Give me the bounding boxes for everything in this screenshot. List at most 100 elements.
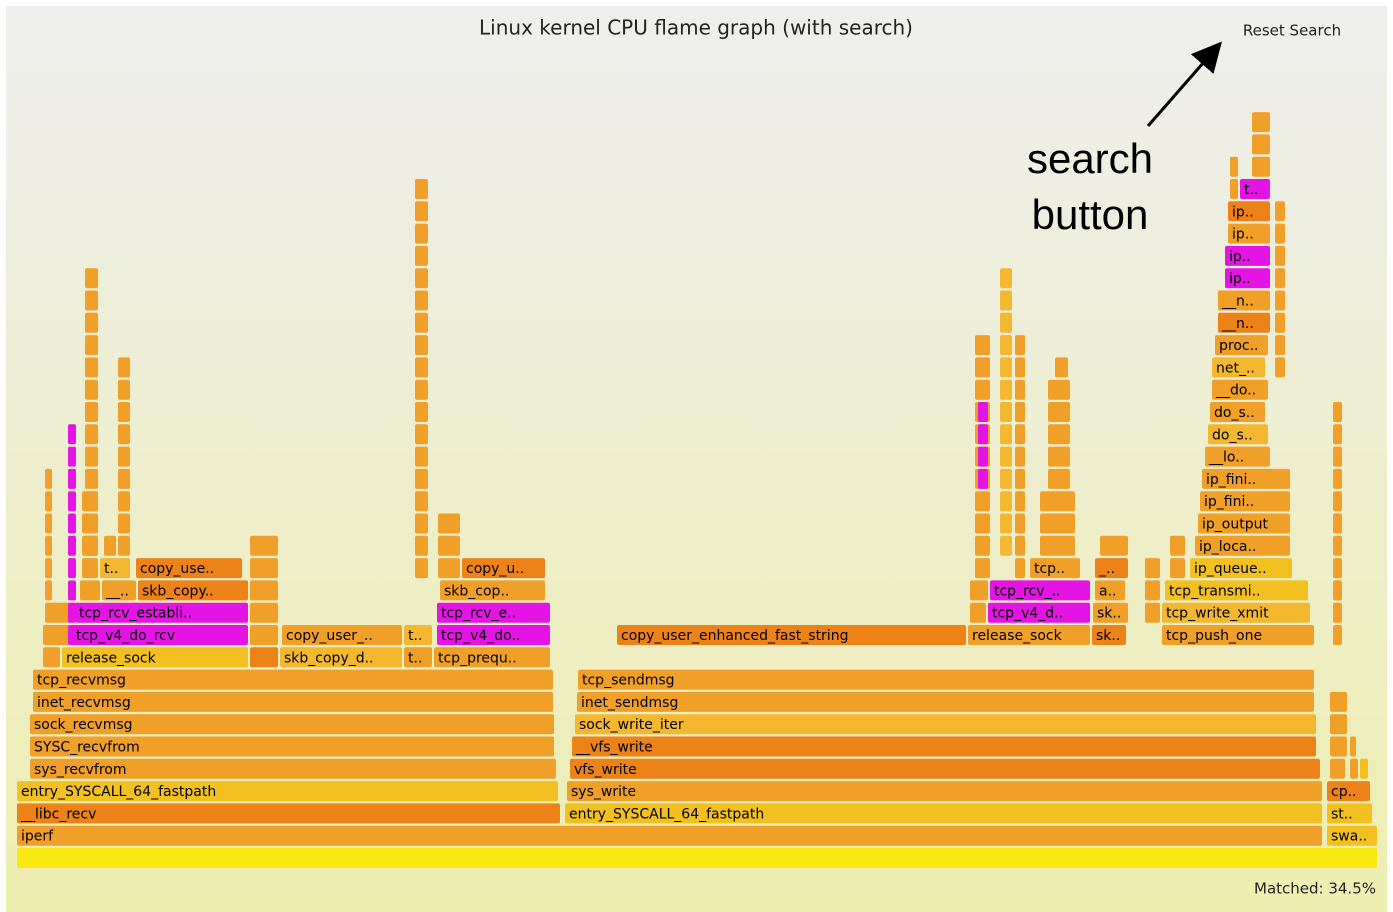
frame [118,402,130,422]
frame [85,268,98,289]
frame [438,535,460,556]
frame [102,580,136,601]
frame [80,580,100,601]
frame [1015,513,1025,534]
frame [1170,535,1185,556]
frame [440,580,545,601]
frame [1000,268,1012,289]
frame [17,825,1322,846]
frame [1015,535,1025,556]
frame [1252,112,1270,133]
frame [1190,558,1292,579]
title: Linux kernel CPU flame graph (with searc… [479,16,913,40]
frame [250,580,278,601]
frame [1275,268,1285,289]
frame [1350,736,1356,757]
frame [1000,446,1012,467]
frame [975,491,990,512]
frame [1000,424,1012,445]
frame [434,647,550,668]
frame [250,558,278,579]
annotation: search [1027,135,1153,182]
frame-label: tcp_rcv_e.. [441,606,516,622]
frames: iperf swa.. __libc_recv entry_SYSCALL_64_fa… [17,112,1377,868]
frame-label: ip.. [1229,271,1251,287]
frame [1360,758,1368,779]
frame [1202,468,1290,489]
frame-label: ip_fini.. [1206,472,1256,488]
frame [1000,357,1012,378]
frame [975,535,990,556]
frame-label: __lo.. [1208,450,1244,466]
frame-label: net_.. [1216,360,1255,376]
frame [1015,357,1025,378]
frame-label: _.. [1098,561,1115,577]
frame-label: __n.. [1221,316,1254,332]
annotation-arrow [1146,41,1222,127]
frame [1015,335,1025,356]
frame [250,535,278,556]
frame [45,580,52,601]
frame [415,201,428,222]
frame-label: skb_cop.. [444,583,509,599]
frame [978,424,988,445]
frame [415,513,428,534]
frame [968,625,1090,645]
frame [1327,803,1372,824]
frame-label: do_s.. [1212,427,1253,443]
frame [577,691,1314,712]
frame [45,513,52,534]
frame [1015,402,1025,422]
frame-label: tcp_rcv_establi.. [79,606,192,622]
frame [1162,625,1314,645]
frame [1000,468,1012,489]
frame [82,558,98,579]
frame-label: tcp_v4_d.. [992,606,1063,622]
frame [68,535,76,556]
frame-label: inet_sendmsg [581,695,678,711]
frame [1145,602,1160,623]
frame [415,402,428,422]
reset-search-button[interactable]: Reset Search [1243,22,1341,40]
frame [33,691,553,712]
frame [415,357,428,378]
frame [1195,535,1290,556]
frame [1333,580,1342,601]
frame-label: ip_loca.. [1199,539,1256,555]
frame [85,513,98,534]
frame-label: __n.. [1221,294,1254,310]
frame [975,379,990,400]
frame [282,625,402,645]
frame [578,669,1314,690]
frame [1333,602,1342,623]
frame [1000,535,1012,556]
frame [1333,558,1342,579]
frame [85,468,98,489]
frame [1240,179,1270,199]
frame [43,625,70,645]
frame-label: sys_recvfrom [34,762,127,778]
frame [33,669,553,690]
frame [1205,446,1270,467]
frame [1165,580,1308,601]
frame [404,647,432,668]
frame [1218,290,1270,311]
frame [438,558,460,579]
frame-label: ip.. [1229,249,1251,265]
frame [1225,245,1270,266]
frame-label: cp.. [1331,784,1356,800]
frame [68,513,76,534]
frame [1230,156,1238,177]
frame [1333,535,1342,556]
frame [1275,223,1285,244]
frame [1015,446,1025,467]
frame-label: ip.. [1232,204,1254,220]
frame [1030,558,1080,579]
frame [1040,513,1075,534]
frame-label: tcp_transmi.. [1169,583,1261,599]
frame [1228,201,1270,222]
frame-label: tcp_prequ.. [438,650,517,666]
frame [1170,558,1185,579]
frame-label: copy_use.. [140,561,214,577]
frame [415,335,428,356]
